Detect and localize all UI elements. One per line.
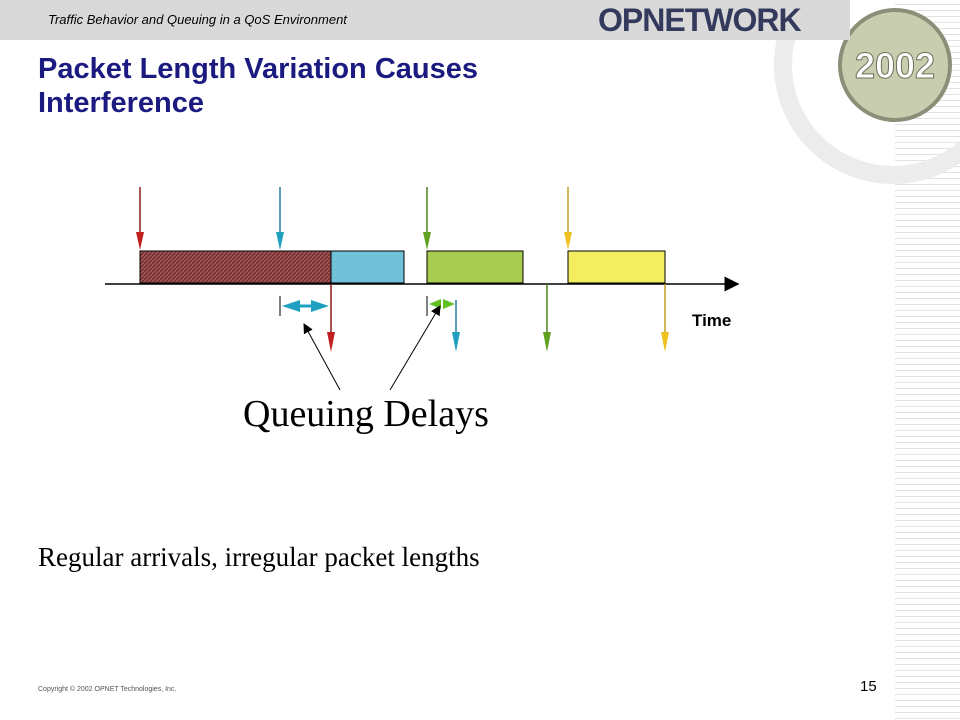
logo: OPNETWORK xyxy=(598,2,802,38)
packet-diagram: Time Queuing Delays xyxy=(105,187,740,435)
header-title: Traffic Behavior and Queuing in a QoS En… xyxy=(48,12,347,27)
departure-arrows xyxy=(327,284,669,352)
axis-label: Time xyxy=(692,311,731,330)
page-number: 15 xyxy=(860,678,877,695)
arrival-arrows xyxy=(136,187,572,250)
packet-yellow xyxy=(567,250,666,284)
year: 2002 xyxy=(855,45,935,86)
callout xyxy=(303,323,341,391)
delay-arrows xyxy=(279,296,455,316)
annotation: Queuing Delays xyxy=(243,393,489,435)
callout xyxy=(389,305,441,391)
packet-green xyxy=(426,250,524,284)
deco-ring xyxy=(774,0,960,184)
packet-blue xyxy=(330,250,405,284)
packet-red xyxy=(139,250,332,284)
slide-title: Packet Length Variation Causes Interfere… xyxy=(38,53,478,119)
year-badge xyxy=(838,8,952,122)
header-bar xyxy=(0,0,850,40)
copyright: Copyright © 2002 OPNET Technologies, Inc… xyxy=(38,686,177,693)
body-text: Regular arrivals, irregular packet lengt… xyxy=(38,542,480,572)
